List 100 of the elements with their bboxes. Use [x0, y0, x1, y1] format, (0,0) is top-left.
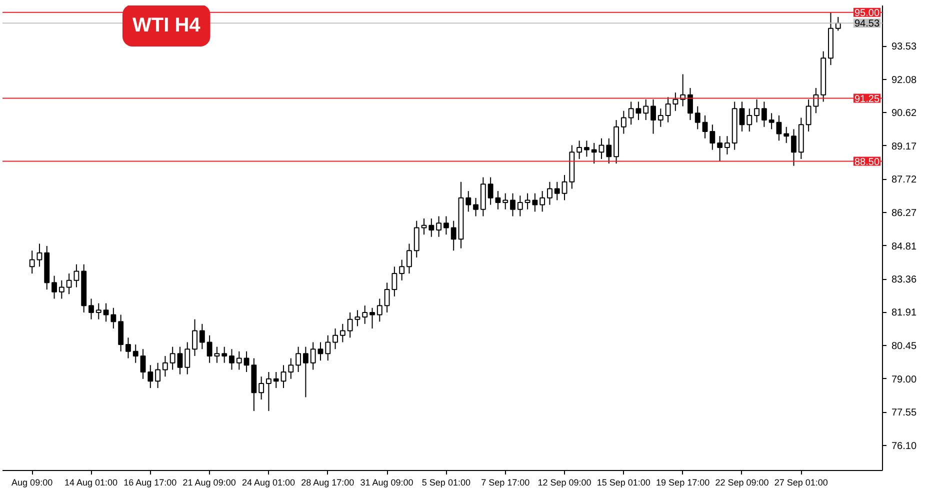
- candlestick: [280, 364, 286, 389]
- y-tick-label: 77.55: [892, 408, 917, 419]
- candlestick: [576, 140, 582, 160]
- candlestick: [347, 312, 353, 338]
- candlestick: [310, 342, 316, 370]
- candlestick: [258, 376, 264, 400]
- candlestick: [813, 87, 819, 114]
- candlestick: [199, 323, 205, 350]
- candlestick: [591, 142, 597, 164]
- candlestick: [29, 250, 35, 274]
- candlestick: [273, 372, 279, 389]
- candlestick: [340, 323, 346, 343]
- y-tick-label: 90.62: [892, 108, 917, 120]
- candlestick: [658, 108, 664, 128]
- candlestick: [414, 220, 420, 258]
- candlestick: [502, 192, 508, 210]
- candlestick: [132, 344, 138, 364]
- candlestick: [554, 181, 560, 201]
- candlestick: [325, 334, 331, 362]
- candlestick: [229, 348, 234, 370]
- y-tick-label: 93.53: [892, 42, 917, 53]
- candlestick: [784, 126, 790, 144]
- candlestick: [739, 101, 745, 132]
- candlestick: [177, 346, 183, 375]
- x-tick-label: 5 Sep 01:00: [422, 478, 470, 488]
- candlestick: [746, 108, 752, 132]
- x-tick-label: 7 Sep 17:00: [481, 478, 530, 488]
- candlestick: [606, 138, 612, 164]
- candlestick: [562, 174, 568, 201]
- candlestick: [776, 114, 782, 142]
- candlestick: [103, 302, 109, 322]
- candlestick: [761, 101, 767, 128]
- y-tick-label: 76.10: [892, 440, 917, 452]
- candlestick: [376, 298, 382, 322]
- candlestick: [36, 243, 42, 268]
- candlestick: [110, 307, 116, 329]
- candlestick: [370, 307, 375, 329]
- candlestick: [436, 216, 442, 238]
- candlestick: [296, 346, 302, 372]
- candlestick: [710, 124, 716, 150]
- candlestick: [125, 337, 131, 359]
- x-tick-label: 19 Sep 17:00: [656, 478, 710, 488]
- candlestick: [406, 243, 412, 274]
- y-tick-label: 79.00: [892, 374, 917, 386]
- ref-line-label: 95.00: [854, 8, 880, 19]
- candlestick: [835, 16, 841, 32]
- candlestick: [170, 346, 176, 370]
- candlestick: [266, 372, 272, 412]
- x-tick-label: Aug 09:00: [12, 478, 53, 488]
- candlestick: [88, 298, 94, 320]
- candlestick: [598, 138, 604, 160]
- candlestick: [332, 328, 338, 350]
- candlestick: [540, 190, 546, 212]
- candlestick: [517, 195, 523, 217]
- candlestick: [162, 355, 168, 378]
- candlestick: [702, 114, 708, 139]
- x-tick-label: 24 Aug 01:00: [242, 478, 296, 488]
- x-tick-label: 27 Sep 01:00: [774, 478, 828, 488]
- candlestick: [96, 302, 102, 320]
- ref-line-label: 94.53: [854, 18, 880, 30]
- candlestick: [466, 190, 472, 212]
- candlestick: [184, 342, 190, 375]
- candlestick: [148, 364, 154, 389]
- candlestick: [791, 128, 796, 166]
- candlestick: [450, 220, 456, 252]
- y-tick-label: 84.81: [892, 241, 917, 252]
- y-tick-label: 81.91: [892, 308, 917, 319]
- candlestick: [806, 98, 812, 132]
- y-tick-label: 83.36: [892, 274, 917, 286]
- candlestick: [302, 346, 308, 398]
- candlestick: [768, 112, 774, 130]
- candlestick: [643, 98, 649, 121]
- y-tick-label: 87.72: [892, 174, 917, 186]
- candlestick: [392, 266, 398, 297]
- candlestick: [724, 136, 730, 155]
- candlestick: [155, 362, 161, 389]
- candlestick: [384, 282, 390, 313]
- candlestick: [717, 136, 723, 162]
- candlestick: [74, 264, 80, 288]
- x-tick-label: 12 Sep 09:00: [538, 478, 592, 488]
- candlestick: [665, 96, 671, 123]
- candlestick: [118, 314, 124, 352]
- candlestick: [672, 92, 678, 112]
- candlestick: [694, 106, 700, 130]
- y-tick-label: 86.27: [892, 208, 917, 219]
- candlestick: [547, 181, 552, 206]
- candlestick: [754, 98, 760, 123]
- candlestick: [362, 305, 368, 324]
- candlestick: [318, 342, 324, 362]
- ref-line-label: 91.25: [854, 94, 880, 105]
- candlestick: [650, 98, 656, 134]
- candlestick: [620, 110, 626, 134]
- candlestick: [510, 192, 516, 217]
- x-tick-label: 31 Aug 09:00: [360, 478, 414, 488]
- candlestick: [428, 218, 434, 238]
- x-tick-label: 15 Sep 01:00: [596, 478, 650, 488]
- candlestick: [354, 310, 360, 327]
- candlestick: [236, 350, 242, 370]
- candlestick: [288, 358, 294, 380]
- candlestick: [66, 273, 72, 295]
